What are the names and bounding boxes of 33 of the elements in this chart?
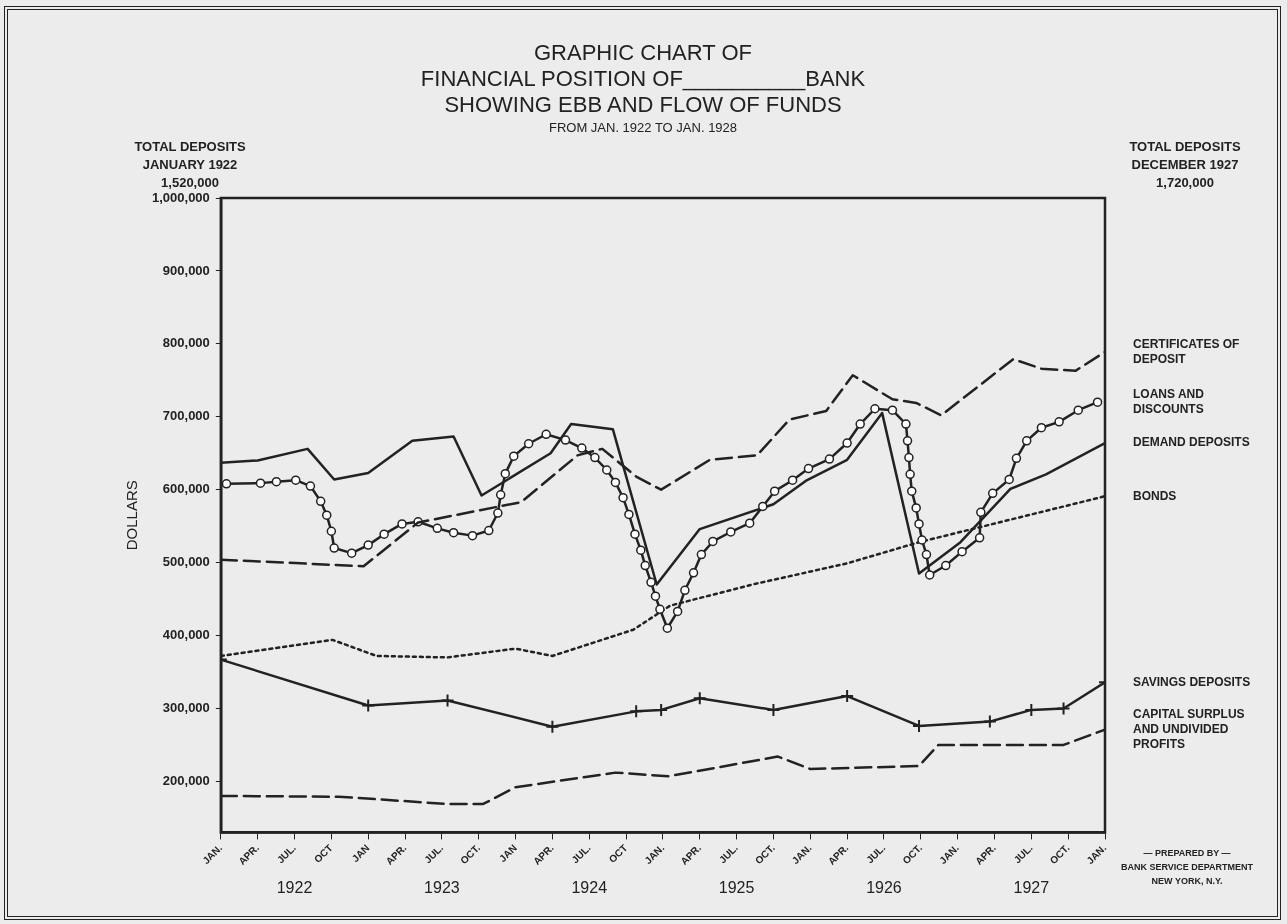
y-axis-title: DOLLARS	[123, 480, 141, 551]
text: CAPITAL SURPLUS AND UNDIVIDED PROFITS	[1133, 706, 1245, 751]
chart-title: GRAPHIC CHART OF FINANCIAL POSITION OF__________BANK SHOWING EBB AND FLOW OF FUNDS	[419, 40, 867, 118]
y-tick-label: 900,000	[162, 262, 210, 278]
y-tick-label: 600,000	[162, 481, 210, 497]
x2-tick-label: 1927	[1013, 878, 1050, 896]
text: BONDS	[1133, 488, 1177, 503]
text: TOTAL DEPOSITS JANUARY 1922 1,520,000	[133, 138, 247, 192]
x2-tick-label: 1926	[866, 878, 902, 896]
x-tick-label: JUL.	[716, 842, 741, 866]
text: — PREPARED BY — BANK SERVICE DEPARTMENT NEW YORK, N.Y.	[1119, 847, 1255, 888]
x-tick-label: JUL.	[1011, 842, 1035, 866]
x2-tick-label: 1923	[424, 878, 460, 896]
x2-tick-label: 1925	[718, 878, 755, 896]
y-tick-label: 1,000,000	[151, 189, 210, 205]
text: DEMAND DEPOSITS	[1133, 435, 1250, 450]
y-tick-label: 500,000	[162, 554, 210, 570]
x-tick-label: JUL.	[864, 842, 888, 866]
chart-subtitle: FROM JAN. 1922 TO JAN. 1928	[547, 120, 739, 135]
y-tick-label: 800,000	[162, 335, 210, 351]
series-label: SAVINGS DEPOSITS	[1133, 674, 1251, 689]
x-tick-label: JUL.	[569, 842, 593, 866]
text: TOTAL DEPOSITS DECEMBER 1927 1,720,000	[1128, 138, 1242, 192]
y-tick-label: 400,000	[162, 627, 210, 643]
y-tick-label: 300,000	[162, 700, 210, 716]
x-tick-label: JUL.	[274, 842, 299, 866]
text: CERTIFICATES OF DEPOSIT	[1133, 336, 1240, 366]
text: LOANS AND DISCOUNTS	[1133, 386, 1205, 416]
y-tick-label: 700,000	[162, 408, 210, 424]
x-tick-label: JUL.	[422, 842, 446, 866]
x2-tick-label: 1922	[276, 878, 313, 896]
y-tick-label: 200,000	[162, 772, 210, 788]
x2-tick-label: 1924	[571, 878, 608, 896]
